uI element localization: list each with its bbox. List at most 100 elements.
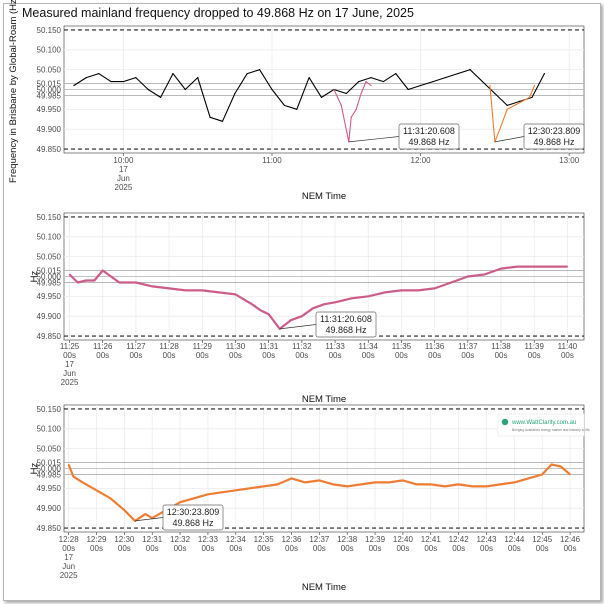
y-tick-label: 49.950 xyxy=(37,292,62,301)
data-point xyxy=(417,289,419,291)
data-point xyxy=(351,297,353,299)
x-tick-label: 11:26 00s xyxy=(93,342,113,360)
x-tick-label: 11:38 00s xyxy=(491,342,511,360)
data-point xyxy=(519,100,521,103)
data-point xyxy=(350,116,352,118)
data-point xyxy=(109,497,112,499)
data-point xyxy=(318,479,320,482)
data-point xyxy=(513,481,515,483)
data-point xyxy=(93,279,96,282)
x-tick-label: 11:27 00s xyxy=(126,342,146,360)
data-point xyxy=(370,76,372,79)
data-point xyxy=(481,80,484,83)
data-point xyxy=(102,269,104,272)
x-tick-label-line: 11:33 xyxy=(325,342,345,351)
data-point xyxy=(521,100,523,103)
x-tick-label: 12:40 00s xyxy=(393,535,414,553)
annotation-text: 49.868 Hz xyxy=(325,325,367,335)
y-tick-label: 50.000 xyxy=(37,85,62,94)
x-tick-label-line: 00s xyxy=(395,351,408,360)
x-tick-label: 12:35 00s xyxy=(254,535,275,553)
data-point xyxy=(517,265,519,268)
x-tick-label-line: 17 xyxy=(65,360,74,369)
y-axis-title: Hz xyxy=(29,462,40,474)
data-point xyxy=(276,483,279,485)
data-point xyxy=(197,76,199,79)
chart-title: Measured mainland frequency dropped to 4… xyxy=(22,6,414,20)
data-point xyxy=(193,497,195,499)
x-tick-label-line: 11:36 xyxy=(425,342,445,351)
x-tick-label-line: 12:35 xyxy=(254,535,275,544)
y-tick-label: 50.050 xyxy=(37,65,62,74)
data-point xyxy=(263,485,265,487)
wattclarity-logo: www.WattClarity.com.au Bringing Australi… xyxy=(497,413,590,437)
data-point xyxy=(144,513,146,515)
location-pin-icon xyxy=(501,418,509,426)
data-point xyxy=(402,479,404,482)
data-point xyxy=(407,88,409,91)
y-tick-label: 49.850 xyxy=(37,524,62,533)
x-tick-label: 11:00 xyxy=(262,156,282,165)
x-tick-label-line: 12:45 xyxy=(532,535,553,544)
x-tick-label-line: 00s xyxy=(174,544,187,553)
x-tick-label-line: 00s xyxy=(396,544,409,553)
y-tick-label: 50.150 xyxy=(37,26,62,35)
series-line-first_drop xyxy=(68,265,568,330)
x-tick-label-line: 00s xyxy=(564,544,577,553)
x-tick-label-line: 00s xyxy=(257,544,270,553)
annotation-leader xyxy=(134,517,164,522)
x-tick-label-line: 2025 xyxy=(115,183,133,192)
x-tick-label-line: 12:33 xyxy=(198,535,219,544)
x-tick-label-line: 00s xyxy=(229,351,242,360)
x-tick-label-line: 11:25 xyxy=(60,342,80,351)
annotation-text: 49.868 Hz xyxy=(533,137,575,147)
x-tick-label-line: 12:36 xyxy=(281,535,302,544)
x-tick-label-line: 12:46 xyxy=(560,535,581,544)
data-point xyxy=(259,69,261,71)
data-point xyxy=(400,289,403,291)
x-tick-label: 12:00 xyxy=(411,156,432,165)
data-point xyxy=(550,463,553,466)
x-tick-label-line: 00s xyxy=(528,351,541,360)
x-tick-label-line: 00s xyxy=(62,544,75,553)
data-point xyxy=(499,483,502,485)
data-point xyxy=(98,73,100,75)
data-point xyxy=(179,501,181,503)
x-tick-label-line: 00s xyxy=(129,351,142,360)
y-tick-label: 49.900 xyxy=(37,504,62,513)
data-point xyxy=(268,313,270,315)
data-point xyxy=(271,88,273,91)
y-tick-label: 49.850 xyxy=(37,145,62,154)
data-point xyxy=(185,289,187,291)
x-tick-label: 12:31 00s xyxy=(142,535,163,553)
data-point xyxy=(360,92,362,95)
data-point xyxy=(118,281,120,284)
data-point xyxy=(550,265,552,268)
x-tick-label-line: 11:27 xyxy=(126,342,146,351)
data-point xyxy=(374,481,376,483)
x-tick-label: 12:34 00s xyxy=(226,535,247,553)
x-tick-label-line: 00s xyxy=(63,351,76,360)
x-tick-label-line: 00s xyxy=(313,544,326,553)
data-point xyxy=(123,509,125,511)
data-point xyxy=(304,481,307,483)
x-tick-label: 11:35 00s xyxy=(392,342,412,360)
x-tick-label: 12:41 00s xyxy=(421,535,442,553)
data-point xyxy=(444,485,446,487)
x-tick-label: 11:36 00s xyxy=(425,342,445,360)
x-tick-label-line: 12:00 xyxy=(411,156,432,165)
x-tick-label-line: 12:31 xyxy=(142,535,163,544)
data-point xyxy=(259,309,261,311)
x-tick-label-line: 11:28 xyxy=(159,342,179,351)
data-point xyxy=(218,291,220,293)
data-point xyxy=(367,295,369,297)
data-point xyxy=(345,92,347,95)
data-point xyxy=(533,84,536,87)
x-tick-label-line: 12:40 xyxy=(393,535,414,544)
data-point xyxy=(246,73,248,75)
x-tick-label-line: 11:35 xyxy=(392,342,412,351)
data-point xyxy=(506,104,508,106)
data-point xyxy=(434,287,436,290)
x-tick-label: 12:28 00s 17 Jun 2025 xyxy=(59,535,80,580)
